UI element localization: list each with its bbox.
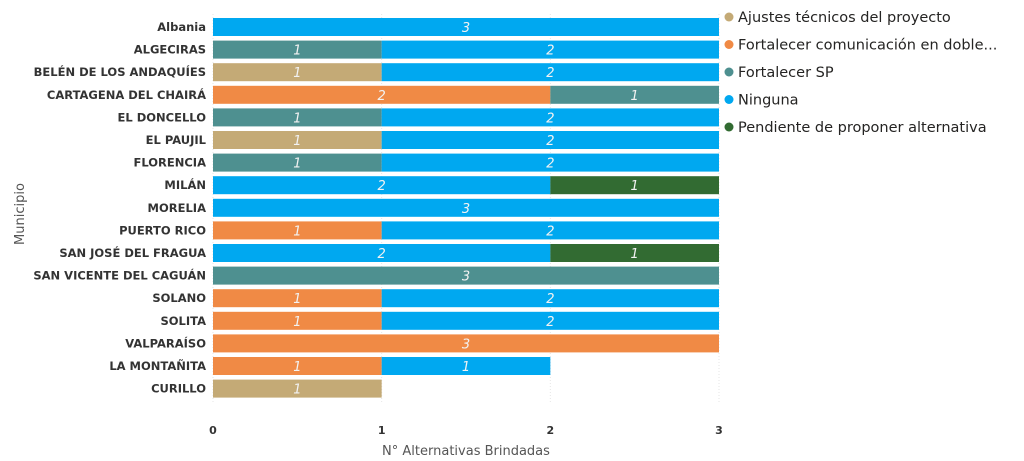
legend-item[interactable]: Ninguna	[738, 93, 799, 109]
category-label: MILÁN	[164, 177, 206, 192]
data-label: 2	[546, 44, 554, 59]
x-axis-ticks: 0 1 2 3	[209, 424, 723, 437]
category-label: VALPARAÍSO	[125, 335, 206, 350]
bar-segment[interactable]	[213, 131, 382, 149]
data-label: 1	[293, 360, 301, 375]
data-label: 2	[546, 157, 554, 172]
bar-segment[interactable]	[381, 108, 719, 127]
bar-segment[interactable]	[213, 176, 551, 195]
bar-segment[interactable]	[381, 221, 719, 240]
legend-item[interactable]: Pendiente de proponer alternativa	[738, 120, 987, 136]
data-label: 1	[293, 134, 301, 149]
legend-item[interactable]: Ajustes técnicos del proyecto	[738, 10, 951, 26]
legend-marker-icon	[724, 67, 734, 77]
bar-segment[interactable]	[213, 266, 719, 285]
bar-segment[interactable]	[213, 63, 382, 82]
category-labels: Albania ALGECIRAS BELÉN DE LOS ANDAQUÍES CA…	[33, 20, 206, 396]
data-label: 3	[462, 270, 470, 285]
data-label: 3	[462, 21, 470, 36]
bar-segment[interactable]	[213, 244, 551, 262]
category-label: SAN VICENTE DEL CAGUÁN	[33, 268, 206, 283]
bar-segment[interactable]	[213, 40, 382, 59]
bar-segment[interactable]	[213, 334, 719, 353]
category-label: PUERTO RICO	[119, 223, 206, 237]
legend: Ajustes técnicos del proyecto Fortalecer …	[724, 10, 997, 136]
bar-segment[interactable]	[381, 153, 719, 172]
x-tick-label: 0	[209, 424, 217, 437]
data-label: 1	[293, 157, 301, 172]
x-tick-label: 3	[715, 424, 723, 437]
data-label: 1	[631, 247, 639, 262]
data-label: 2	[378, 89, 386, 104]
category-label: SAN JOSÉ DEL FRAGUA	[59, 245, 206, 260]
bar-segment[interactable]	[381, 357, 551, 375]
bar-segment[interactable]	[381, 289, 719, 308]
x-tick-label: 1	[378, 424, 386, 437]
data-label: 1	[293, 66, 301, 81]
legend-marker-icon	[724, 95, 734, 104]
data-label: 1	[293, 44, 301, 59]
bar-segment[interactable]	[381, 40, 719, 59]
x-axis-title: N° Alternativas Brindadas	[382, 444, 550, 459]
category-label: CURILLO	[151, 382, 206, 396]
category-label: EL PAUJIL	[146, 133, 207, 147]
bars: 3 1 2 1 2 2 1 1 2 1 2 1 2 2 1 3 1 2 2 1 3 1 2 1 2 3 1 1 1	[213, 18, 719, 398]
data-label: 2	[546, 292, 554, 307]
bar-segment[interactable]	[213, 311, 382, 330]
data-label: 1	[293, 224, 301, 239]
bar-segment[interactable]	[550, 244, 719, 262]
legend-marker-icon	[724, 12, 734, 22]
data-label: 3	[462, 337, 470, 352]
bar-segment[interactable]	[550, 85, 719, 104]
data-label: 1	[462, 360, 470, 375]
data-label: 2	[546, 66, 554, 81]
data-label: 1	[631, 179, 639, 194]
data-label: 3	[462, 202, 470, 217]
bar-segment[interactable]	[213, 85, 551, 104]
bar-segment[interactable]	[213, 18, 719, 36]
bar-segment[interactable]	[550, 176, 719, 195]
bar-segment[interactable]	[213, 108, 382, 127]
bar-segment[interactable]	[381, 131, 719, 149]
bar-segment[interactable]	[213, 198, 719, 217]
bar-segment[interactable]	[213, 289, 382, 308]
data-label: 2	[378, 247, 386, 262]
legend-item[interactable]: Fortalecer SP	[738, 65, 834, 81]
data-label: 1	[631, 89, 639, 104]
bar-segment[interactable]	[213, 153, 382, 172]
data-label: 2	[546, 134, 554, 149]
category-label: Albania	[157, 20, 206, 34]
category-label: MORELIA	[148, 201, 207, 215]
category-label: CARTAGENA DEL CHAIRÁ	[47, 87, 206, 102]
data-label: 1	[293, 383, 301, 398]
bar-segment[interactable]	[381, 63, 719, 82]
category-label: SOLITA	[160, 314, 206, 328]
data-label: 2	[378, 179, 386, 194]
data-label: 1	[293, 111, 301, 126]
data-label: 2	[546, 315, 554, 330]
bar-segment[interactable]	[213, 221, 382, 240]
category-label: LA MONTAÑITA	[109, 358, 206, 373]
bar-segment[interactable]	[213, 379, 382, 398]
data-label: 2	[546, 111, 554, 126]
bar-segment[interactable]	[213, 357, 382, 375]
bar-segment[interactable]	[381, 311, 719, 330]
data-label: 2	[546, 224, 554, 239]
category-label: BELÉN DE LOS ANDAQUÍES	[34, 64, 206, 79]
category-label: EL DONCELLO	[118, 110, 207, 124]
data-label: 1	[293, 315, 301, 330]
category-label: SOLANO	[152, 291, 206, 305]
category-label: FLORENCIA	[133, 156, 206, 170]
category-label: ALGECIRAS	[134, 43, 206, 57]
legend-marker-icon	[724, 40, 734, 49]
legend-item[interactable]: Fortalecer comunicación en doble...	[738, 38, 997, 54]
legend-marker-icon	[724, 122, 734, 132]
x-tick-label: 2	[547, 424, 555, 437]
data-label: 1	[293, 292, 301, 307]
y-axis-title: Municipio	[13, 183, 28, 245]
